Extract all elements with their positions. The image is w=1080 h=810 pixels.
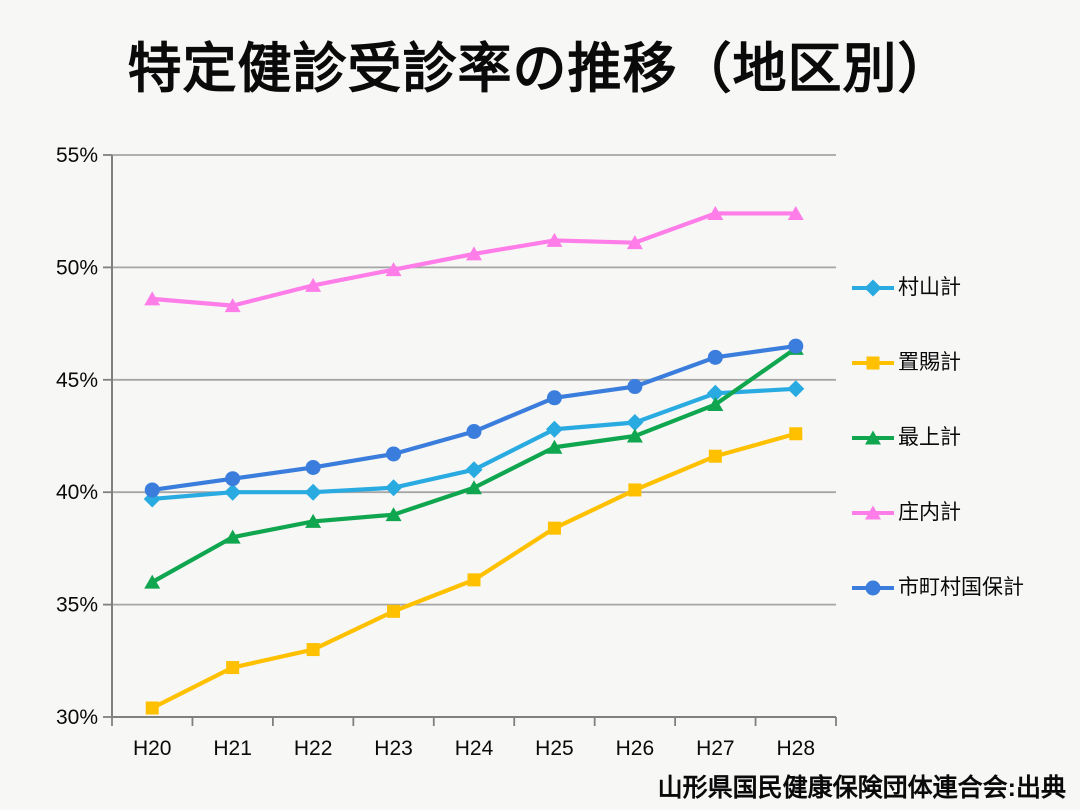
series-4-point-6-circle-icon	[627, 379, 643, 395]
legend-diamond-icon	[864, 279, 882, 297]
legend-label-murayama: 村山計	[898, 276, 961, 299]
series-1-point-5-square-icon	[547, 521, 561, 535]
series-1-point-8-square-icon	[789, 427, 803, 441]
series-3-point-3-triangle-icon	[385, 262, 402, 277]
series-0-point-3-diamond-icon	[385, 479, 403, 497]
legend-label-shonai: 庄内計	[898, 501, 961, 524]
series-1	[145, 427, 803, 715]
series-2-point-7-triangle-icon	[707, 397, 724, 412]
legend-marker-shonai-triangle-icon	[852, 505, 894, 520]
series-0-point-6-diamond-icon	[626, 414, 644, 432]
series-2-point-5-triangle-icon	[546, 439, 563, 454]
series-4-point-0-circle-icon	[144, 482, 160, 498]
x-axis-label: H26	[616, 737, 655, 760]
legend-square-icon	[866, 356, 880, 370]
x-axis-label: H21	[213, 737, 252, 760]
series-1-point-7-square-icon	[708, 449, 722, 463]
series-4-point-2-circle-icon	[305, 459, 321, 475]
series-3-point-5-triangle-icon	[546, 232, 563, 247]
series-2-point-6-triangle-icon	[626, 428, 643, 443]
legend-item-shonai: 庄内計	[851, 501, 1024, 525]
series-4-point-1-circle-icon	[225, 471, 241, 487]
legend-label-mogami: 最上計	[898, 426, 961, 449]
series-2-point-2-triangle-icon	[305, 513, 322, 528]
legend-label-okitama: 置賜計	[898, 351, 961, 374]
x-axis-label: H23	[374, 737, 413, 760]
series-1-point-2-square-icon	[306, 643, 320, 657]
series-3-point-6-triangle-icon	[626, 235, 643, 250]
series-1-point-1-square-icon	[226, 661, 240, 675]
x-axis-label: H25	[535, 737, 574, 760]
legend-marker-shichoson-kokuho-circle-icon	[852, 580, 894, 596]
series-3	[144, 205, 804, 313]
y-axis-label: 50%	[56, 256, 98, 279]
series-2-point-3-triangle-icon	[385, 507, 402, 522]
series-0-point-8-diamond-icon	[787, 380, 805, 398]
legend-marker-mogami-triangle-icon	[852, 430, 894, 445]
series-0-point-1-diamond-icon	[224, 483, 242, 501]
series-4-point-7-circle-icon	[707, 349, 723, 365]
series-4	[144, 338, 804, 498]
series-1-point-0-square-icon	[145, 701, 159, 715]
series-4-point-3-circle-icon	[386, 446, 402, 462]
legend-marker-okitama-square-icon	[852, 356, 894, 370]
chart-legend: 村山計 置賜計 最上計 庄内計 市町村国保計	[851, 276, 1024, 600]
y-axis-label: 35%	[56, 594, 98, 617]
series-3-point-4-triangle-icon	[466, 246, 482, 261]
x-axis-label: H27	[696, 737, 735, 760]
series-0-point-2-diamond-icon	[304, 483, 322, 501]
series-0-point-5-diamond-icon	[545, 420, 563, 438]
series-3-point-7-triangle-icon	[707, 205, 724, 220]
series-3-point-8-triangle-icon	[787, 205, 804, 220]
y-axis-label: 40%	[56, 481, 98, 504]
x-axis-label: H28	[777, 737, 816, 760]
legend-item-murayama: 村山計	[851, 276, 1024, 300]
series-4-point-5-circle-icon	[546, 390, 562, 406]
source-note: 山形県国民健康保険団体連合会:出典	[657, 774, 1066, 802]
series-3-point-0-triangle-icon	[144, 291, 161, 306]
x-axis-label: H24	[455, 737, 494, 760]
series-1-point-3-square-icon	[387, 604, 401, 618]
series-1-point-4-square-icon	[467, 573, 481, 587]
x-axis-label: H20	[133, 737, 172, 760]
series-0-point-4-diamond-icon	[465, 461, 483, 479]
legend-label-shichoson-kokuho: 市町村国保計	[898, 576, 1024, 599]
legend-item-shichoson-kokuho: 市町村国保計	[851, 576, 1024, 600]
series-0-point-7-diamond-icon	[706, 384, 724, 402]
legend-triangle-icon	[865, 505, 881, 520]
series-1-point-6-square-icon	[628, 483, 642, 497]
legend-marker-murayama-diamond-icon	[852, 279, 894, 297]
legend-triangle-icon	[865, 430, 881, 445]
series-3-point-2-triangle-icon	[305, 277, 322, 292]
legend-item-mogami: 最上計	[851, 426, 1024, 450]
y-axis-label: 45%	[56, 369, 98, 392]
y-axis-label: 30%	[56, 706, 98, 729]
x-axis-label: H22	[294, 737, 333, 760]
y-axis-label: 55%	[56, 144, 98, 167]
legend-circle-icon	[865, 580, 881, 596]
series-3-point-1-triangle-icon	[224, 298, 241, 313]
chart-title: 特定健診受診率の推移（地区別）	[127, 39, 953, 99]
legend-item-okitama: 置賜計	[851, 351, 1024, 375]
series-4-point-4-circle-icon	[466, 424, 482, 440]
series-2-point-0-triangle-icon	[144, 574, 161, 589]
series-2-point-4-triangle-icon	[466, 480, 482, 495]
series-2-point-1-triangle-icon	[224, 529, 241, 544]
series-4-point-8-circle-icon	[788, 338, 804, 354]
series-0	[143, 380, 805, 508]
